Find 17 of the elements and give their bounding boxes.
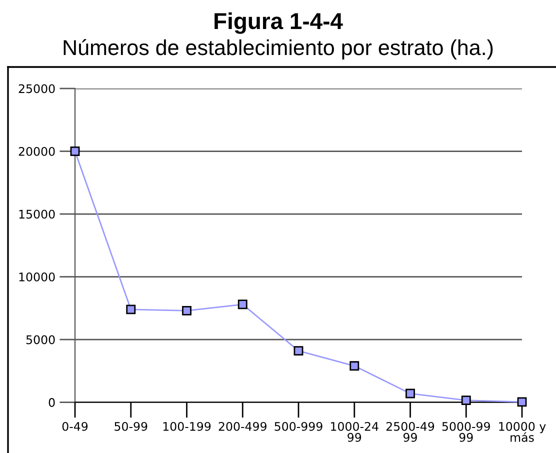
y-tick-label: 5000: [26, 335, 55, 344]
y-tick-label: 25000: [18, 84, 55, 94]
x-tick-label: 5000-99 99: [442, 422, 490, 442]
x-tick-label: 100-199: [163, 422, 211, 431]
y-tick-label: 20000: [18, 146, 55, 156]
chart-title: Figura 1-4-4: [214, 12, 343, 34]
x-tick-label: 0-49: [62, 422, 88, 431]
y-tick-label: 0: [48, 398, 55, 407]
y-tick-label: 15000: [19, 210, 55, 219]
x-tick-label: 200-499: [218, 422, 266, 431]
x-tick-label: 50-99: [114, 422, 148, 431]
x-tick-label: 2500-49 99: [386, 422, 434, 442]
y-tick-label: 10000: [19, 272, 55, 282]
x-tick-label: 500-999: [274, 422, 322, 431]
x-tick-label: 10000 y más: [499, 422, 546, 442]
x-tick-label: 1000-24 99: [331, 422, 378, 442]
chart-subtitle: Números de establecimiento por estrato (ha.): [64, 39, 493, 60]
